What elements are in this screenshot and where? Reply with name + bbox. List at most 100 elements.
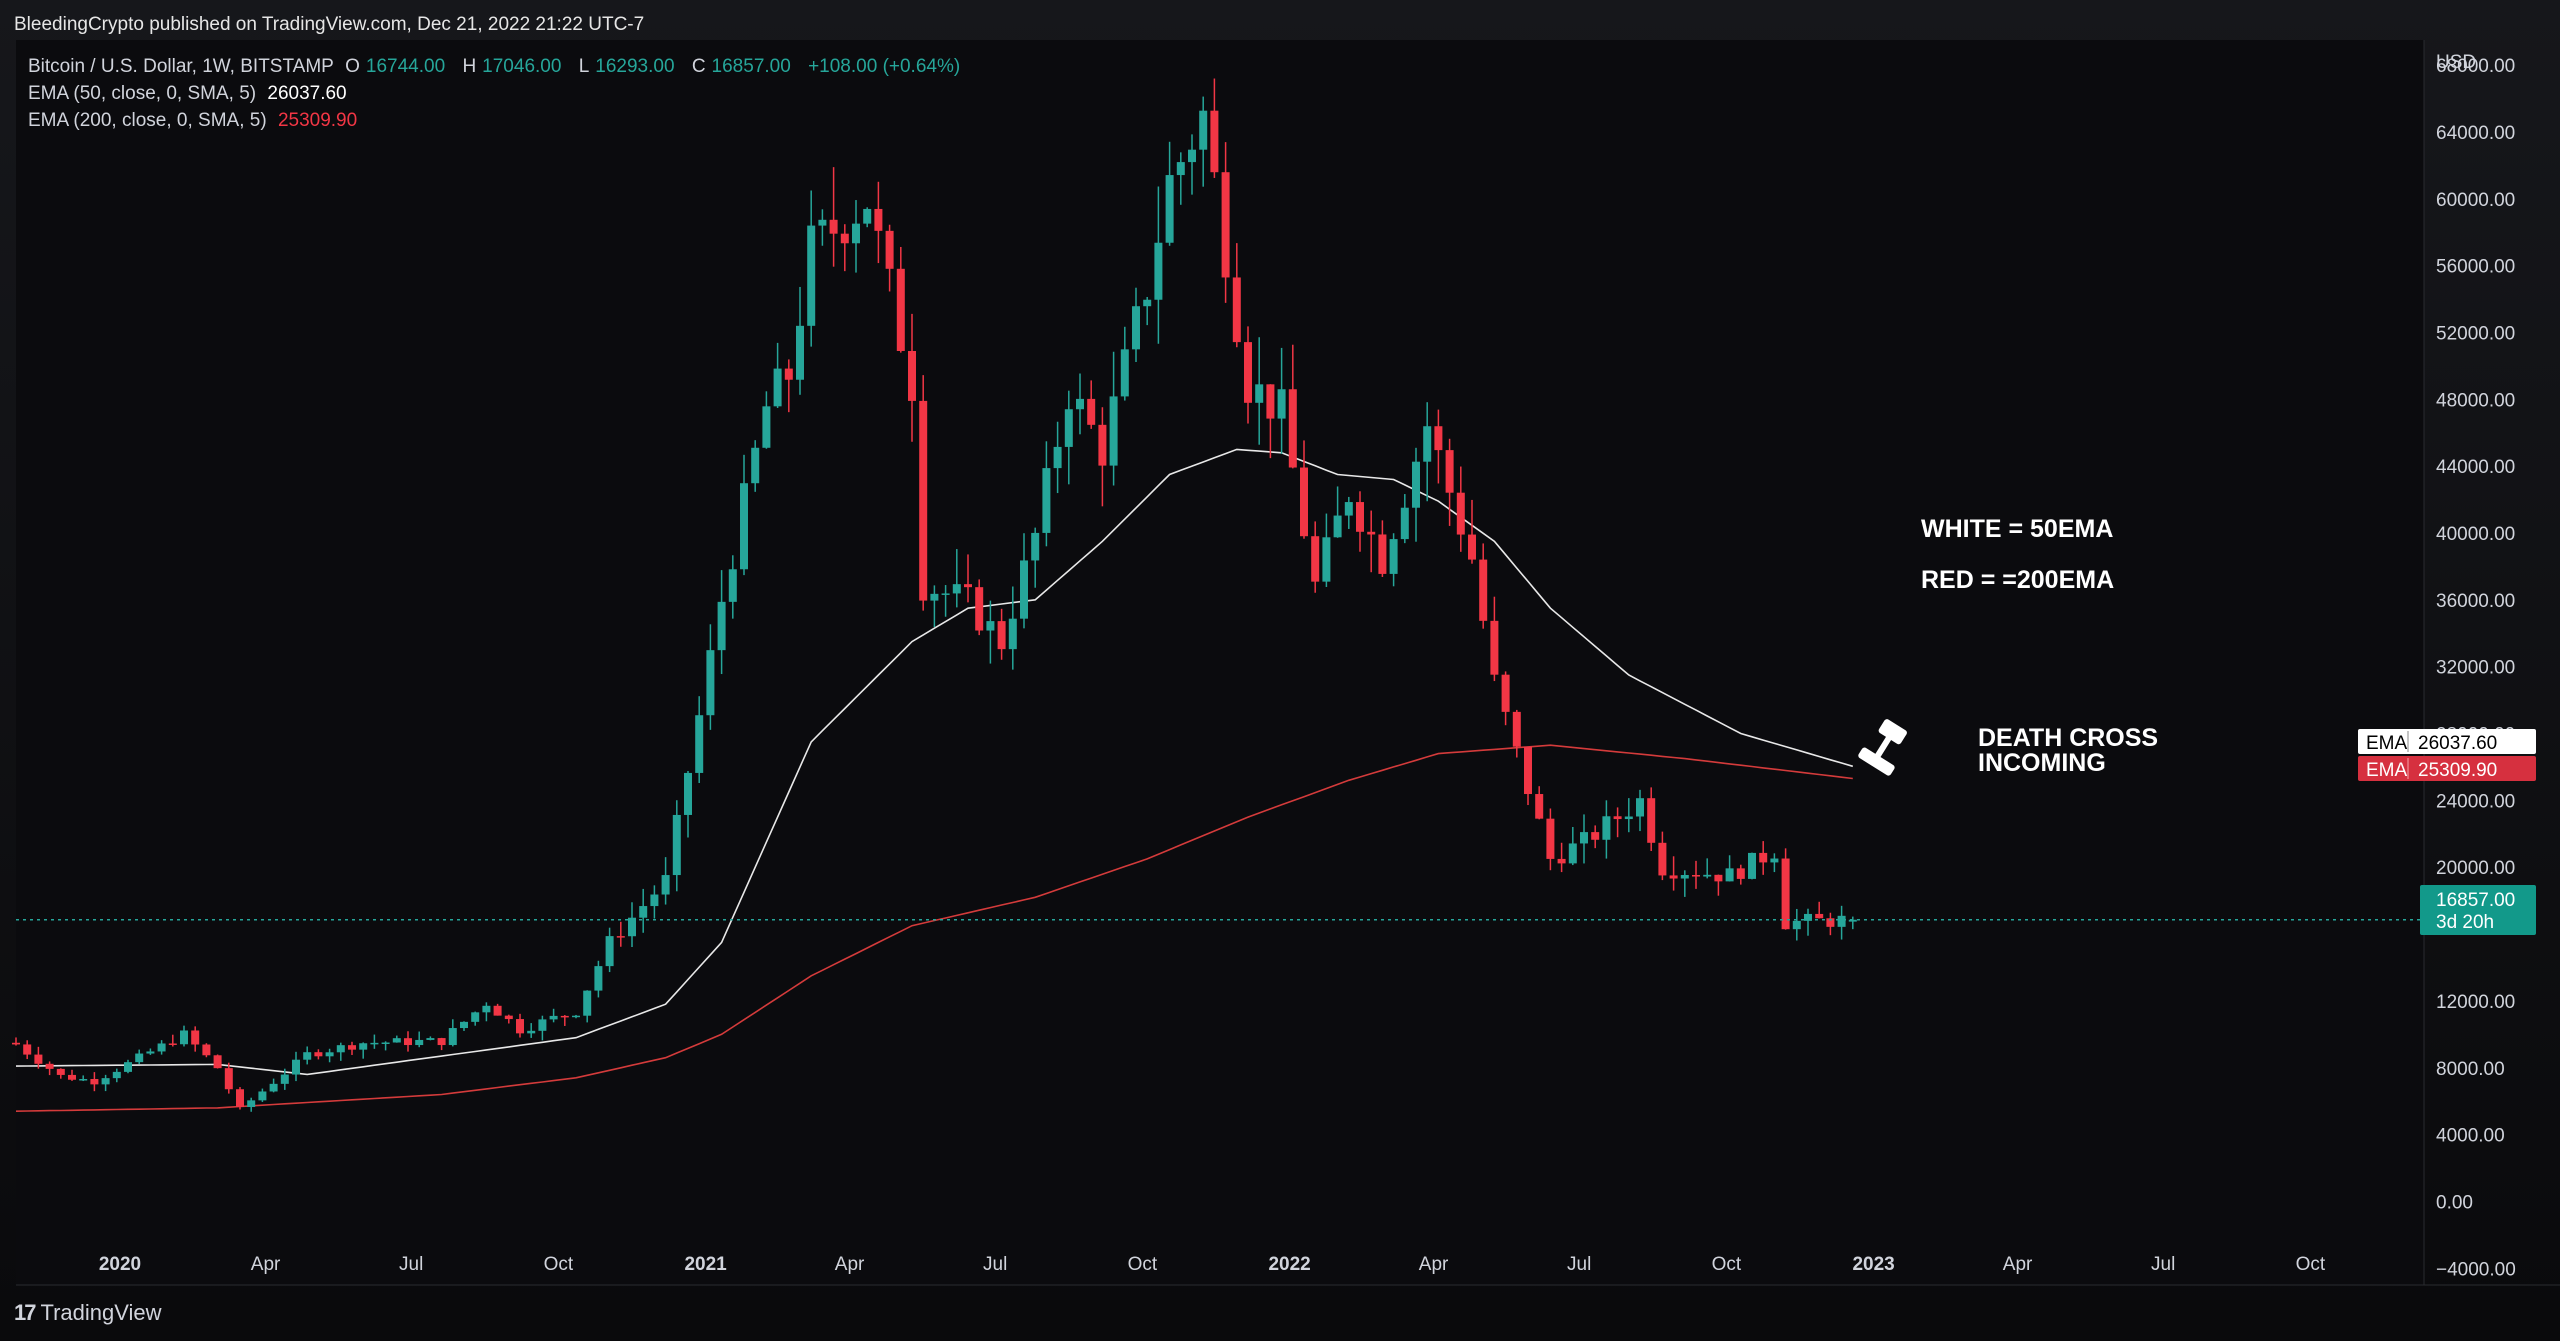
candles	[12, 78, 1857, 1112]
candle-body	[1479, 559, 1488, 621]
candle-body	[1725, 868, 1734, 882]
x-tick-label: Oct	[544, 1254, 574, 1275]
candle-body	[1344, 502, 1353, 516]
candle-body	[1692, 875, 1700, 877]
candle-body	[280, 1074, 289, 1084]
ema200-tag-value: 25309.90	[2418, 760, 2497, 781]
candle-body	[1815, 913, 1824, 919]
x-tick-label: 2022	[1268, 1254, 1310, 1275]
price-change: +108.00 (+0.64%)	[808, 56, 961, 77]
gavel-icon	[1858, 719, 1907, 776]
y-tick-label: 32000.00	[2436, 658, 2515, 679]
price-scale[interactable]: 68000.00 64000.00 60000.00 56000.00 52000.00…	[2436, 56, 2516, 1280]
candle-body	[202, 1044, 211, 1056]
candle-body	[852, 223, 860, 244]
candle-body	[482, 1005, 491, 1013]
candle-body	[1120, 349, 1129, 397]
x-tick-label: Apr	[2003, 1254, 2033, 1275]
candle-body	[527, 1030, 536, 1034]
last-price-value: 16857.00	[2436, 890, 2515, 911]
candle-body	[1356, 502, 1364, 532]
candle-body	[1098, 424, 1107, 466]
candle-body	[672, 814, 681, 876]
ema50-legend[interactable]: EMA (50, close, 0, SMA, 5) 26037.60	[28, 83, 353, 105]
candle-body	[1546, 818, 1555, 859]
candle-body	[1176, 162, 1185, 176]
candle-body	[1277, 389, 1286, 419]
candle-body	[1154, 242, 1163, 300]
candle-body	[1322, 537, 1331, 582]
candle-body	[684, 772, 692, 815]
candle-body	[1266, 384, 1275, 419]
candle-body	[1580, 832, 1588, 844]
candle-body	[292, 1059, 300, 1075]
ema200-legend[interactable]: EMA (200, close, 0, SMA, 5) 25309.90	[28, 110, 363, 132]
ema200-line	[15, 744, 1853, 1112]
candle-body	[1658, 842, 1667, 876]
death-cross-line2: INCOMING	[1978, 749, 2106, 777]
candle-body	[1423, 426, 1432, 462]
candle-body	[1042, 468, 1051, 533]
candle-body	[1087, 398, 1096, 425]
candle-body	[919, 400, 928, 601]
candle-body	[213, 1055, 222, 1069]
white-ema-note: WHITE = 50EMA	[1921, 515, 2114, 543]
tradingview-logo-icon: 17	[14, 1300, 37, 1325]
ema50-value: 26037.60	[267, 83, 347, 104]
candle-body	[840, 233, 849, 244]
ema200-price-tag: EMA 25309.90	[2358, 756, 2536, 781]
candle-body	[650, 894, 659, 907]
candle-body	[605, 936, 614, 967]
footer-brand[interactable]: 17 TradingView	[14, 1300, 162, 1326]
time-scale[interactable]: 2020 Apr Jul Oct 2021 Apr Jul Oct 2022 Apr Jul Oct 2…	[99, 1254, 2326, 1275]
plot-area[interactable]	[16, 40, 2424, 1285]
candle-body	[415, 1039, 424, 1046]
candle-body	[728, 569, 737, 602]
candle-body	[874, 208, 883, 231]
candle-body	[34, 1054, 43, 1064]
y-tick-label: 24000.00	[2436, 791, 2515, 812]
candle-body	[1804, 913, 1812, 921]
candle-body	[1535, 794, 1544, 819]
x-tick-label: 2020	[99, 1254, 141, 1275]
candle-body	[180, 1030, 188, 1045]
candle-body	[191, 1030, 200, 1045]
x-tick-label: Jul	[399, 1254, 423, 1275]
candle-body	[12, 1042, 20, 1045]
candle-body	[661, 875, 670, 895]
candle-body	[124, 1062, 132, 1072]
candle-body	[460, 1021, 468, 1029]
x-tick-label: Apr	[1419, 1254, 1449, 1275]
candle-body	[1736, 868, 1745, 879]
candle-body	[1557, 858, 1566, 864]
candle-body	[1132, 306, 1140, 350]
candle-body	[1389, 539, 1398, 574]
candle-body	[79, 1079, 88, 1081]
y-tick-label: 64000.00	[2436, 123, 2515, 144]
publisher-line: BleedingCrypto published on TradingView.…	[14, 14, 645, 35]
y-tick-label: 44000.00	[2436, 457, 2515, 478]
candle-body	[538, 1019, 547, 1031]
candle-body	[1288, 389, 1297, 468]
candle-body	[1199, 110, 1208, 150]
x-tick-label: Oct	[1128, 1254, 1158, 1275]
candle-body	[706, 650, 715, 716]
candle-body	[314, 1052, 323, 1057]
candle-body	[437, 1038, 446, 1046]
candle-body	[370, 1042, 379, 1045]
candle-body	[1031, 532, 1040, 561]
candle-body	[1613, 816, 1622, 820]
symbol-legend[interactable]: Bitcoin / U.S. Dollar, 1W, BITSTAMP O 167…	[28, 56, 966, 78]
x-tick-label: Jul	[2151, 1254, 2175, 1275]
ema50-series	[15, 448, 1854, 1076]
symbol-title: Bitcoin / U.S. Dollar, 1W, BITSTAMP	[28, 56, 334, 77]
candle-body	[1076, 398, 1084, 410]
candle-body	[168, 1043, 177, 1045]
candle-body	[224, 1068, 233, 1090]
candle-body	[1221, 172, 1230, 278]
ohlc-close: C 16857.00	[691, 56, 791, 77]
candle-body	[381, 1042, 390, 1045]
ohlc-high: H 17046.00	[462, 56, 562, 77]
currency-label[interactable]: USD	[2436, 52, 2477, 73]
